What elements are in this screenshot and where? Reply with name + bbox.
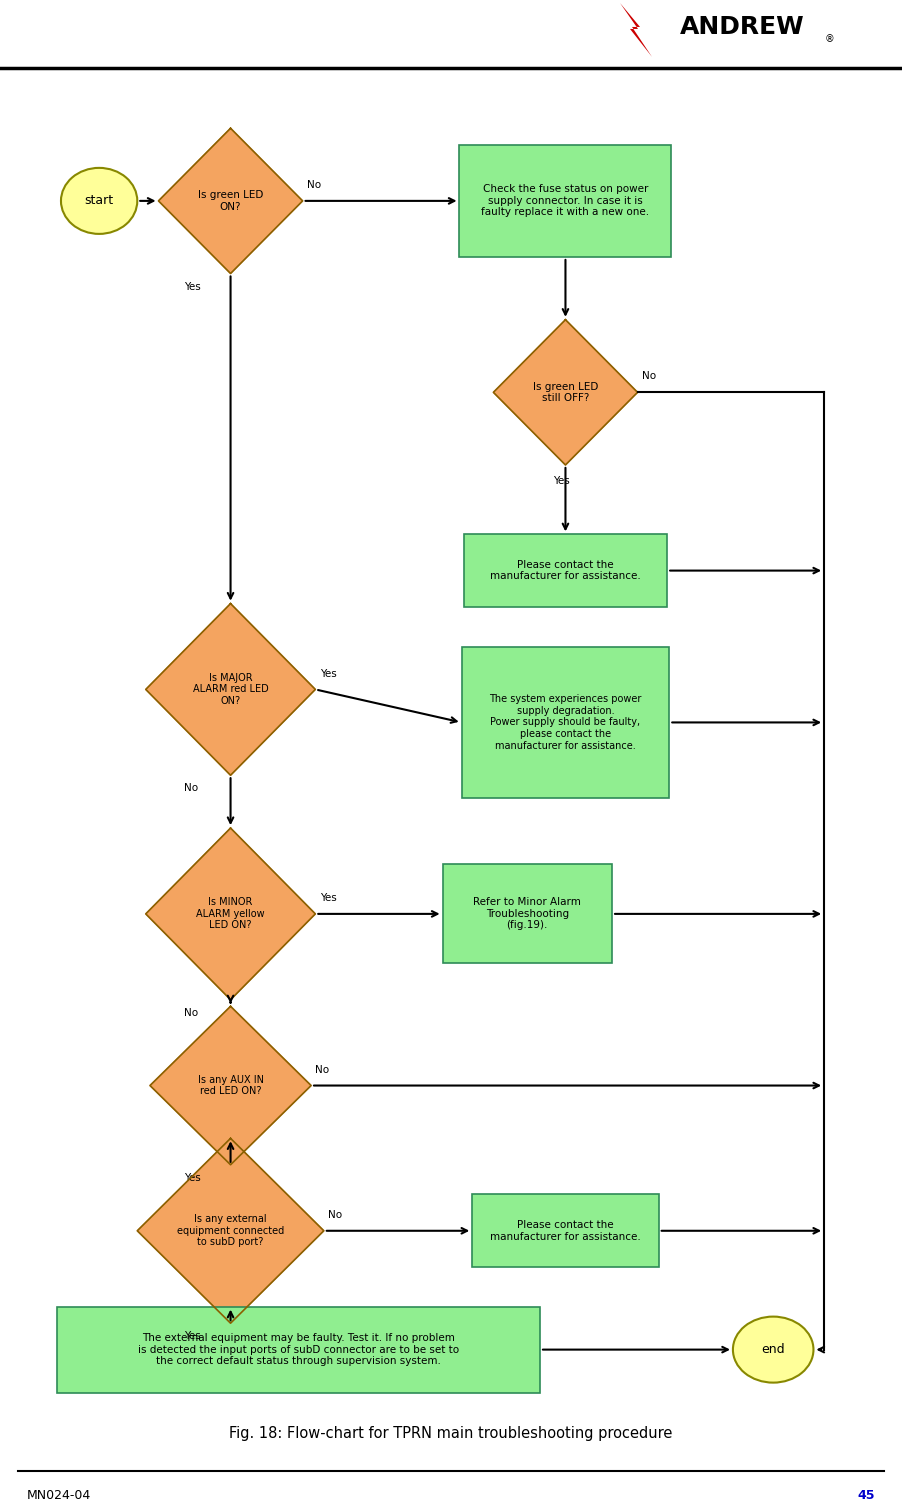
Text: No: No	[328, 1210, 342, 1219]
Polygon shape	[620, 3, 652, 57]
Text: Please contact the
manufacturer for assistance.: Please contact the manufacturer for assi…	[490, 1219, 640, 1242]
Text: Yes: Yes	[184, 1331, 200, 1342]
Ellipse shape	[61, 167, 137, 234]
Bar	[473, 1195, 658, 1268]
Text: No: No	[184, 1008, 198, 1019]
Text: Yes: Yes	[553, 475, 569, 486]
Bar	[464, 534, 667, 607]
Text: Yes: Yes	[184, 1172, 200, 1183]
Text: ANDREW: ANDREW	[680, 15, 805, 39]
Text: Is MAJOR
ALARM red LED
ON?: Is MAJOR ALARM red LED ON?	[193, 673, 269, 706]
Text: Is green LED
ON?: Is green LED ON?	[198, 190, 263, 211]
Text: No: No	[316, 1065, 329, 1074]
Polygon shape	[493, 320, 638, 465]
Text: Yes: Yes	[319, 893, 336, 902]
Text: No: No	[307, 180, 321, 190]
Text: Yes: Yes	[319, 668, 336, 679]
Text: The external equipment may be faulty. Test it. If no problem
is detected the inp: The external equipment may be faulty. Te…	[138, 1332, 459, 1366]
Polygon shape	[150, 1007, 311, 1165]
Text: Check the fuse status on power
supply connector. In case it is
faulty replace it: Check the fuse status on power supply co…	[482, 184, 649, 217]
Bar	[459, 145, 671, 257]
Text: end: end	[761, 1343, 785, 1357]
Text: Yes: Yes	[184, 282, 200, 291]
Bar	[462, 646, 669, 798]
Polygon shape	[146, 828, 316, 1000]
Ellipse shape	[733, 1316, 814, 1382]
Text: Fig. 18: Flow-chart for TPRN main troubleshooting procedure: Fig. 18: Flow-chart for TPRN main troubl…	[229, 1426, 673, 1441]
Text: Refer to Minor Alarm
Troubleshooting
(fig.19).: Refer to Minor Alarm Troubleshooting (fi…	[474, 898, 581, 931]
Polygon shape	[146, 604, 316, 776]
Text: Is any AUX IN
red LED ON?: Is any AUX IN red LED ON?	[198, 1074, 263, 1097]
Text: start: start	[85, 195, 114, 207]
Polygon shape	[137, 1138, 324, 1323]
Text: Please contact the
manufacturer for assistance.: Please contact the manufacturer for assi…	[490, 560, 640, 581]
Polygon shape	[159, 128, 302, 273]
Text: Is MINOR
ALARM yellow
LED ON?: Is MINOR ALARM yellow LED ON?	[197, 898, 265, 931]
Text: No: No	[184, 783, 198, 794]
Text: ®: ®	[825, 33, 834, 44]
Bar	[57, 1307, 540, 1393]
Bar	[443, 865, 612, 963]
Text: The system experiences power
supply degradation.
Power supply should be faulty,
: The system experiences power supply degr…	[489, 694, 641, 750]
Text: Is any external
equipment connected
to subD port?: Is any external equipment connected to s…	[177, 1215, 284, 1248]
Text: No: No	[641, 371, 656, 382]
Text: 45: 45	[858, 1489, 875, 1501]
Text: MN024-04: MN024-04	[27, 1489, 91, 1501]
Text: Is green LED
still OFF?: Is green LED still OFF?	[533, 382, 598, 403]
